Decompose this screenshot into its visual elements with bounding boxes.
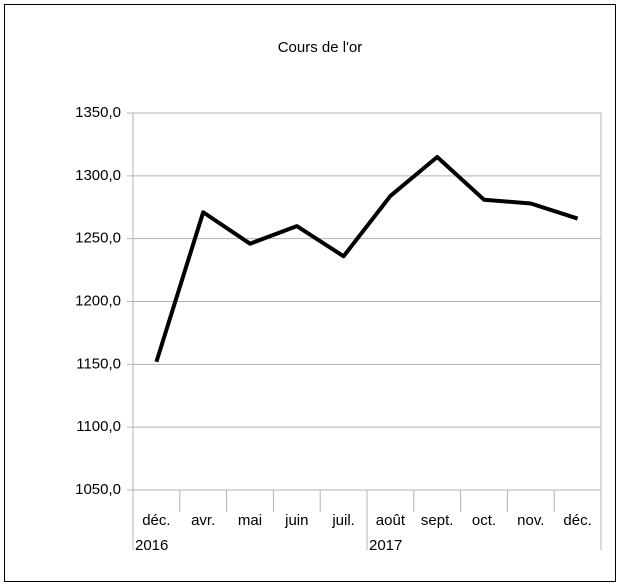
y-tick-label: 1200,0 — [75, 292, 121, 309]
x-tick-label: juil. — [331, 512, 355, 529]
x-tick-label: mai — [238, 512, 262, 529]
x-tick-label: juin — [284, 512, 308, 529]
x-tick-label: nov. — [517, 512, 544, 529]
x-tick-label: oct. — [472, 512, 496, 529]
x-group-label: 2016 — [135, 537, 168, 554]
y-tick-label: 1250,0 — [75, 230, 121, 247]
y-tick-label: 1100,0 — [76, 418, 121, 435]
series-line — [154, 154, 579, 363]
y-tick-label: 1050,0 — [75, 481, 121, 498]
chart-title: Cours de l'or — [278, 39, 363, 56]
y-tick-label: 1350,0 — [75, 104, 121, 121]
x-tick-label: déc. — [142, 512, 170, 529]
y-tick-label: 1300,0 — [75, 167, 121, 184]
x-group-label: 2017 — [369, 537, 402, 554]
y-tick-label: 1150,0 — [76, 355, 121, 372]
x-tick-label: août — [376, 512, 406, 529]
x-tick-label: sept. — [421, 512, 454, 529]
x-tick-label: déc. — [563, 512, 591, 529]
chart-frame — [4, 4, 616, 582]
x-tick-label: avr. — [191, 512, 215, 529]
